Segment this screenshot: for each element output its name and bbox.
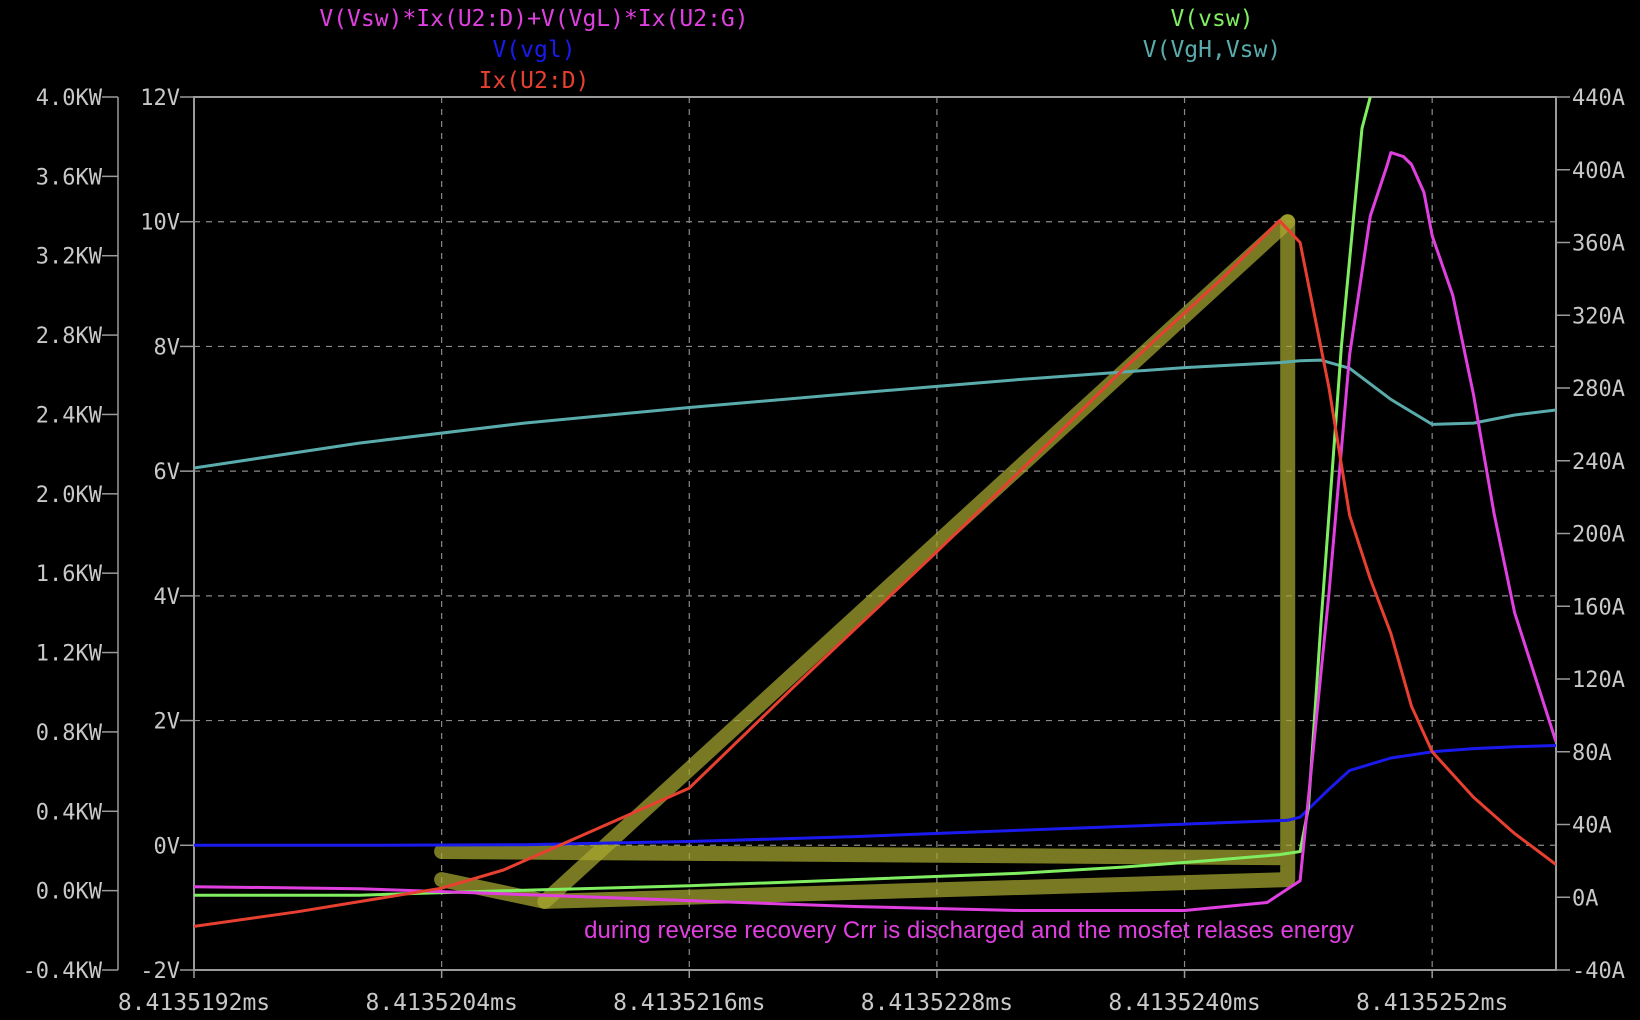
x-tick-label-3: 8.4135228ms	[861, 990, 1013, 1016]
voltage-tick-label-0: 12V	[140, 86, 180, 111]
current-tick-label-4: 280A	[1572, 377, 1625, 402]
x-tick-label-4: 8.4135240ms	[1108, 990, 1260, 1016]
current-tick-label-10: 40A	[1572, 814, 1612, 839]
voltage-tick-label-7: -2V	[140, 959, 180, 984]
current-tick-label-11: 0A	[1572, 886, 1599, 911]
legend-vgl: V(vgl)	[492, 37, 575, 63]
voltage-tick-label-5: 2V	[154, 710, 181, 735]
power-tick-label-6: 1.6KW	[36, 562, 103, 587]
x-tick-label-2: 8.4135216ms	[613, 990, 765, 1016]
voltage-tick-label-4: 4V	[154, 585, 181, 610]
current-tick-label-8: 120A	[1572, 668, 1625, 693]
voltage-tick-label-3: 6V	[154, 460, 181, 485]
power-tick-label-2: 3.2KW	[36, 245, 103, 270]
current-tick-label-2: 360A	[1572, 232, 1625, 257]
legend-left: V(Vsw)*Ix(U2:D)+V(VgL)*Ix(U2:G) V(vgl) I…	[319, 6, 748, 94]
series-line-0	[194, 151, 1556, 912]
x-tick-label-0: 8.4135192ms	[118, 990, 270, 1016]
legend-right: V(vsw) V(VgH,Vsw)	[1143, 6, 1281, 63]
voltage-tick-label-6: 0V	[154, 834, 181, 859]
x-tick-label-1: 8.4135204ms	[365, 990, 517, 1016]
current-tick-label-1: 400A	[1572, 159, 1625, 184]
power-tick-label-10: 0.0KW	[36, 880, 103, 905]
current-tick-label-7: 160A	[1572, 595, 1625, 620]
axes: 4.0KW 3.6KW 3.2KW 2.8KW 2.4KW 2.0KW 1.6KW 1.2KW…	[23, 86, 1625, 1016]
series-line-3	[194, 97, 1372, 897]
series-lines	[194, 97, 1556, 928]
highlight-annotation	[434, 214, 1296, 909]
power-tick-label-4: 2.4KW	[36, 403, 103, 428]
power-tick-label-7: 1.2KW	[36, 642, 103, 667]
current-tick-label-3: 320A	[1572, 304, 1625, 329]
power-tick-label-8: 0.8KW	[36, 721, 103, 746]
current-tick-label-0: 440A	[1572, 86, 1625, 111]
legend-vsw: V(vsw)	[1170, 6, 1253, 32]
series-line-4	[194, 358, 1556, 470]
power-tick-label-5: 2.0KW	[36, 483, 103, 508]
series-line-2	[194, 219, 1556, 928]
legend-power: V(Vsw)*Ix(U2:D)+V(VgL)*Ix(U2:G)	[319, 6, 748, 32]
current-tick-label-5: 240A	[1572, 450, 1625, 475]
voltage-tick-label-2: 8V	[154, 335, 181, 360]
power-tick-label-1: 3.6KW	[36, 165, 103, 190]
power-tick-label-0: 4.0KW	[36, 86, 103, 111]
x-tick-label-5: 8.4135252ms	[1356, 990, 1508, 1016]
current-tick-label-9: 80A	[1572, 741, 1612, 766]
voltage-tick-label-1: 10V	[140, 211, 180, 236]
annotation-text: during reverse recovery Crr is discharge…	[584, 917, 1354, 944]
legend-id: Ix(U2:D)	[479, 68, 590, 94]
legend-vgh-vsw: V(VgH,Vsw)	[1143, 37, 1281, 63]
highlight-outline	[434, 214, 1296, 909]
current-tick-label-6: 200A	[1572, 523, 1625, 548]
series-line-1	[194, 744, 1556, 847]
power-tick-label-11: -0.4KW	[23, 959, 103, 984]
power-tick-label-3: 2.8KW	[36, 324, 103, 349]
highlight-diagonal	[537, 214, 1296, 909]
power-tick-label-9: 0.4KW	[36, 800, 103, 825]
current-tick-label-12: -40A	[1572, 959, 1625, 984]
